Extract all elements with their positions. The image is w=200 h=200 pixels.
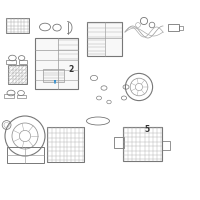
Bar <box>123 127 162 161</box>
Bar <box>162 141 170 150</box>
Bar <box>114 137 124 148</box>
Bar <box>43 69 64 82</box>
Bar <box>168 24 179 31</box>
Bar <box>4 94 14 98</box>
Bar <box>47 127 84 162</box>
Text: 5: 5 <box>144 124 150 134</box>
Bar <box>7 147 44 163</box>
Bar <box>35 38 78 89</box>
Bar <box>6 60 16 64</box>
Bar <box>19 60 27 64</box>
Bar <box>6 18 29 33</box>
Bar <box>87 22 122 56</box>
Text: 2: 2 <box>68 64 74 73</box>
Bar <box>179 26 183 30</box>
Bar <box>8 65 27 84</box>
Bar <box>17 95 26 98</box>
